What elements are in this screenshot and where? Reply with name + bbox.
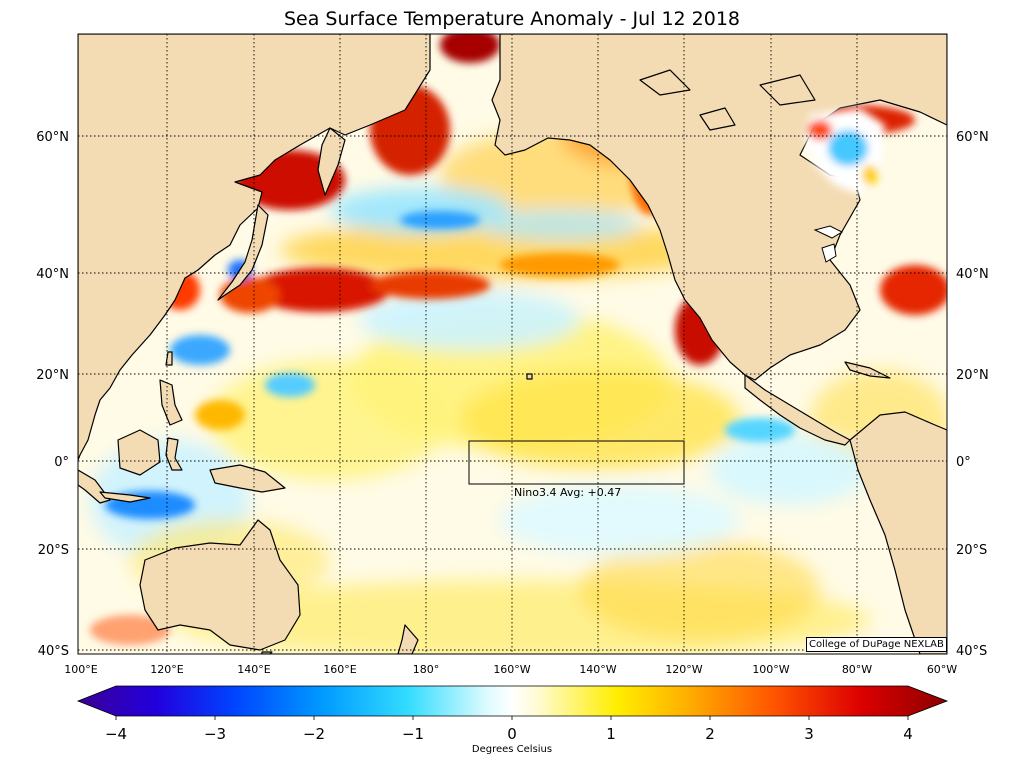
lat-label-left: 40°S (38, 644, 69, 659)
lon-label: 120°W (665, 663, 702, 676)
lat-label-left: 20°N (36, 368, 69, 383)
lat-label-right: 20°N (956, 368, 989, 383)
colorbar-tick-label: 4 (903, 725, 913, 743)
map-frame (77, 33, 948, 655)
lon-label: 60°W (927, 663, 957, 676)
lon-label: 180° (413, 663, 440, 676)
graticule (78, 34, 947, 654)
colorbar-tick-label: 1 (606, 725, 616, 743)
great-lakes (813, 225, 844, 263)
colorbar-tick-label: −3 (204, 725, 226, 743)
colorbar-tick-label: 2 (705, 725, 715, 743)
lon-label: 120°E (150, 663, 183, 676)
colorbar-tick-label: −1 (402, 725, 424, 743)
java-land (99, 491, 151, 503)
taiwan-land (165, 351, 173, 366)
arctic-islands-land (639, 69, 816, 131)
colorbar-ticks (115, 716, 909, 720)
colorbar-gradient (76, 685, 949, 717)
lon-label: 80°W (842, 663, 872, 676)
lat-label-left: 20°S (38, 543, 69, 558)
central-america-land (744, 374, 851, 446)
colorbar: −4 −3 −2 −1 0 1 2 3 4 (76, 685, 949, 743)
lon-label: 160°W (493, 663, 530, 676)
lat-label-right: 40°S (956, 644, 987, 659)
asia-land (78, 34, 431, 461)
new-guinea-land (209, 464, 286, 493)
borneo-land (117, 429, 161, 476)
kamchatka-land (317, 127, 346, 196)
lon-label: 140°E (237, 663, 270, 676)
colorbar-tick-label: −2 (303, 725, 325, 743)
lat-label-left: 0° (54, 455, 69, 470)
philippines-land (159, 379, 183, 426)
lon-labels: 100°E 120°E 140°E 160°E 180° 160°W 140°W… (64, 663, 957, 676)
australia-land (139, 519, 301, 651)
lat-label-right: 20°S (956, 543, 987, 558)
lat-label-left: 60°N (36, 130, 69, 145)
colorbar-tick-labels: −4 −3 −2 −1 0 1 2 3 4 (105, 725, 913, 743)
map-panel (78, 34, 947, 654)
lat-label-right: 0° (956, 455, 971, 470)
nino34-label: Nino3.4 Avg: +0.47 (514, 486, 621, 499)
hawaii-land (526, 373, 533, 380)
colorbar-tick-label: −4 (105, 725, 127, 743)
lon-label: 140°W (579, 663, 616, 676)
new-zealand-land (397, 624, 419, 654)
lat-label-left: 40°N (36, 267, 69, 282)
lat-labels-left: 60°N 40°N 20°N 0° 20°S 40°S (36, 130, 69, 659)
lon-label: 100°W (752, 663, 789, 676)
lat-label-right: 40°N (956, 267, 989, 282)
lat-labels-right: 60°N 40°N 20°N 0° 20°S 40°S (956, 130, 989, 659)
sulawesi-land (165, 437, 183, 471)
credit-badge: College of DuPage NEXLAB (806, 637, 947, 652)
lon-label: 160°E (323, 663, 356, 676)
colorbar-label: Degrees Celsius (471, 744, 553, 755)
japan-land (217, 204, 269, 301)
colorbar-tick-label: 3 (804, 725, 814, 743)
hudson-bay-water (805, 108, 885, 195)
colorbar-tick-label: 0 (507, 725, 517, 743)
nino34-box (468, 440, 685, 485)
land-masses (78, 34, 947, 654)
lat-label-right: 60°N (956, 130, 989, 145)
map-title: Sea Surface Temperature Anomaly - Jul 12… (283, 8, 741, 30)
lon-label: 100°E (64, 663, 97, 676)
south-america-land (849, 411, 947, 654)
